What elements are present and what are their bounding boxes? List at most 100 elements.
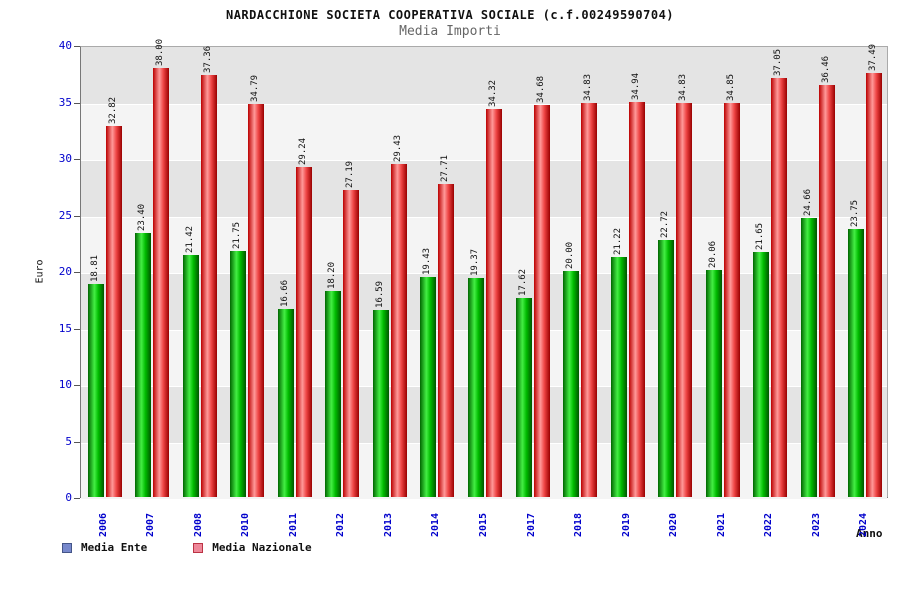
y-axis-tick-10: 10 [58, 378, 72, 391]
bar-value-label-media-ente-2007: 23.40 [137, 203, 148, 231]
bar-value-label-media-ente-2024: 23.75 [850, 199, 861, 227]
legend-swatch-media-ente [62, 542, 72, 553]
y-axis-tick-mark [74, 441, 80, 443]
bar-value-label-media-nazionale-2018: 34.83 [583, 74, 594, 102]
plot-area [80, 46, 888, 499]
bar-media-nazionale-2023 [818, 85, 835, 497]
legend-swatch-media-nazionale [193, 542, 204, 553]
gridline [81, 103, 887, 105]
y-axis-tick-25: 25 [58, 208, 72, 222]
bar-value-label-media-ente-2013: 16.59 [374, 280, 385, 308]
bar-media-ente-2013 [372, 309, 389, 497]
bar-value-label-media-ente-2014: 19.43 [422, 248, 433, 276]
bar-media-ente-2011 [277, 308, 294, 497]
bar-media-ente-2020 [658, 240, 675, 497]
bar-value-label-media-nazionale-2021: 34.85 [725, 74, 736, 102]
x-axis-tick-2012: 2012 [335, 512, 347, 537]
bar-media-nazionale-2017 [533, 105, 550, 497]
bar-media-nazionale-2018 [581, 103, 598, 497]
y-axis-tick-40: 40 [58, 39, 72, 52]
bar-value-label-media-nazionale-2022: 37.05 [773, 49, 784, 77]
bar-media-nazionale-2013 [390, 164, 407, 497]
x-axis-tick-2014: 2014 [430, 512, 442, 537]
bar-value-label-media-nazionale-2008: 37.36 [202, 45, 213, 73]
legend-item-media-nazionale: Media Nazionale [193, 541, 312, 554]
bar-value-label-media-ente-2011: 16.66 [279, 279, 290, 307]
y-axis-tick-0: 0 [65, 491, 72, 504]
bar-media-nazionale-2021 [723, 103, 740, 497]
bar-media-nazionale-2024 [866, 73, 883, 497]
gridline [81, 273, 887, 274]
bar-value-label-media-nazionale-2014: 27.71 [440, 154, 451, 182]
bar-media-ente-2022 [753, 252, 770, 497]
x-axis-tick-2021: 2021 [715, 512, 727, 537]
bar-media-nazionale-2007 [153, 67, 170, 497]
bar-media-nazionale-2019 [628, 102, 645, 497]
bar-value-label-media-ente-2019: 21.22 [612, 228, 623, 256]
y-axis-tick-mark [74, 102, 80, 104]
bar-media-nazionale-2014 [438, 183, 455, 497]
bar-media-nazionale-2020 [676, 103, 693, 497]
x-axis-tick-2020: 2020 [668, 512, 680, 537]
bar-media-ente-2018 [563, 271, 580, 497]
x-axis-tick-2007: 2007 [145, 512, 157, 537]
legend-item-media-ente: Media Ente [62, 541, 147, 554]
gridline [81, 329, 887, 331]
bar-media-ente-2019 [610, 257, 627, 497]
bar-media-ente-2021 [705, 270, 722, 497]
bar-value-label-media-nazionale-2010: 34.79 [250, 74, 261, 102]
gridline [81, 442, 887, 444]
x-axis-tick-2010: 2010 [240, 512, 252, 537]
bar-value-label-media-nazionale-2017: 34.68 [535, 76, 546, 104]
bar-value-label-media-nazionale-2015: 34.32 [488, 80, 498, 108]
x-axis-tick-2019: 2019 [620, 512, 632, 537]
bar-media-nazionale-2011 [295, 166, 312, 497]
x-axis-tick-2006: 2006 [97, 512, 109, 537]
y-axis-tick-30: 30 [58, 152, 72, 165]
bar-media-nazionale-2008 [200, 74, 217, 497]
gridline [81, 160, 887, 161]
bar-value-label-media-ente-2010: 21.75 [232, 222, 243, 250]
bar-value-label-media-ente-2023: 24.66 [802, 189, 813, 217]
gridline [81, 216, 887, 218]
bar-media-ente-2024 [848, 228, 865, 497]
bar-media-nazionale-2010 [248, 103, 265, 497]
gridline [81, 386, 887, 387]
bar-value-label-media-nazionale-2007: 38.00 [155, 38, 166, 66]
y-axis-tick-mark [74, 46, 80, 47]
bar-media-ente-2007 [135, 232, 152, 497]
y-axis-tick-mark [74, 215, 80, 217]
bar-media-ente-2010 [230, 251, 247, 497]
chart-subtitle: Media Importi [399, 24, 501, 39]
bar-value-label-media-nazionale-2020: 34.83 [678, 74, 689, 102]
bar-value-label-media-nazionale-2023: 36.46 [820, 55, 831, 84]
y-axis-tick-mark [74, 498, 80, 499]
bar-value-label-media-ente-2022: 21.65 [755, 223, 766, 251]
bar-media-ente-2008 [182, 254, 199, 497]
y-axis-tick-mark [74, 328, 80, 330]
bar-value-label-media-ente-2020: 22.72 [660, 211, 671, 239]
bar-value-label-media-nazionale-2011: 29.24 [297, 137, 308, 165]
x-axis-tick-2022: 2022 [763, 512, 775, 537]
bar-media-nazionale-2006 [105, 126, 122, 497]
bar-value-label-media-nazionale-2024: 37.49 [868, 44, 879, 72]
y-axis-tick-mark [74, 159, 80, 160]
bar-media-nazionale-2012 [343, 189, 360, 497]
bar-media-ente-2023 [800, 218, 817, 497]
legend-label-media-nazionale: Media Nazionale [212, 541, 312, 554]
bar-media-ente-2015 [468, 278, 484, 497]
x-axis-tick-2008: 2008 [192, 512, 204, 537]
bar-value-label-media-ente-2008: 21.42 [184, 225, 195, 253]
x-axis-tick-2013: 2013 [382, 512, 394, 537]
bar-value-label-media-nazionale-2013: 29.43 [392, 135, 403, 163]
bar-media-nazionale-2015 [486, 109, 502, 497]
y-axis-tick-20: 20 [58, 265, 72, 278]
y-axis-tick-5: 5 [65, 434, 72, 448]
x-axis-tick-2018: 2018 [573, 512, 585, 537]
chart-title: NARDACCHIONE SOCIETA COOPERATIVA SOCIALE… [225, 8, 675, 22]
bar-value-label-media-ente-2015: 19.37 [470, 249, 480, 277]
x-axis-tick-2017: 2017 [525, 512, 537, 537]
y-axis-tick-mark [74, 385, 80, 386]
legend: Media Ente Media Nazionale [62, 541, 312, 554]
bar-media-ente-2014 [420, 277, 437, 497]
